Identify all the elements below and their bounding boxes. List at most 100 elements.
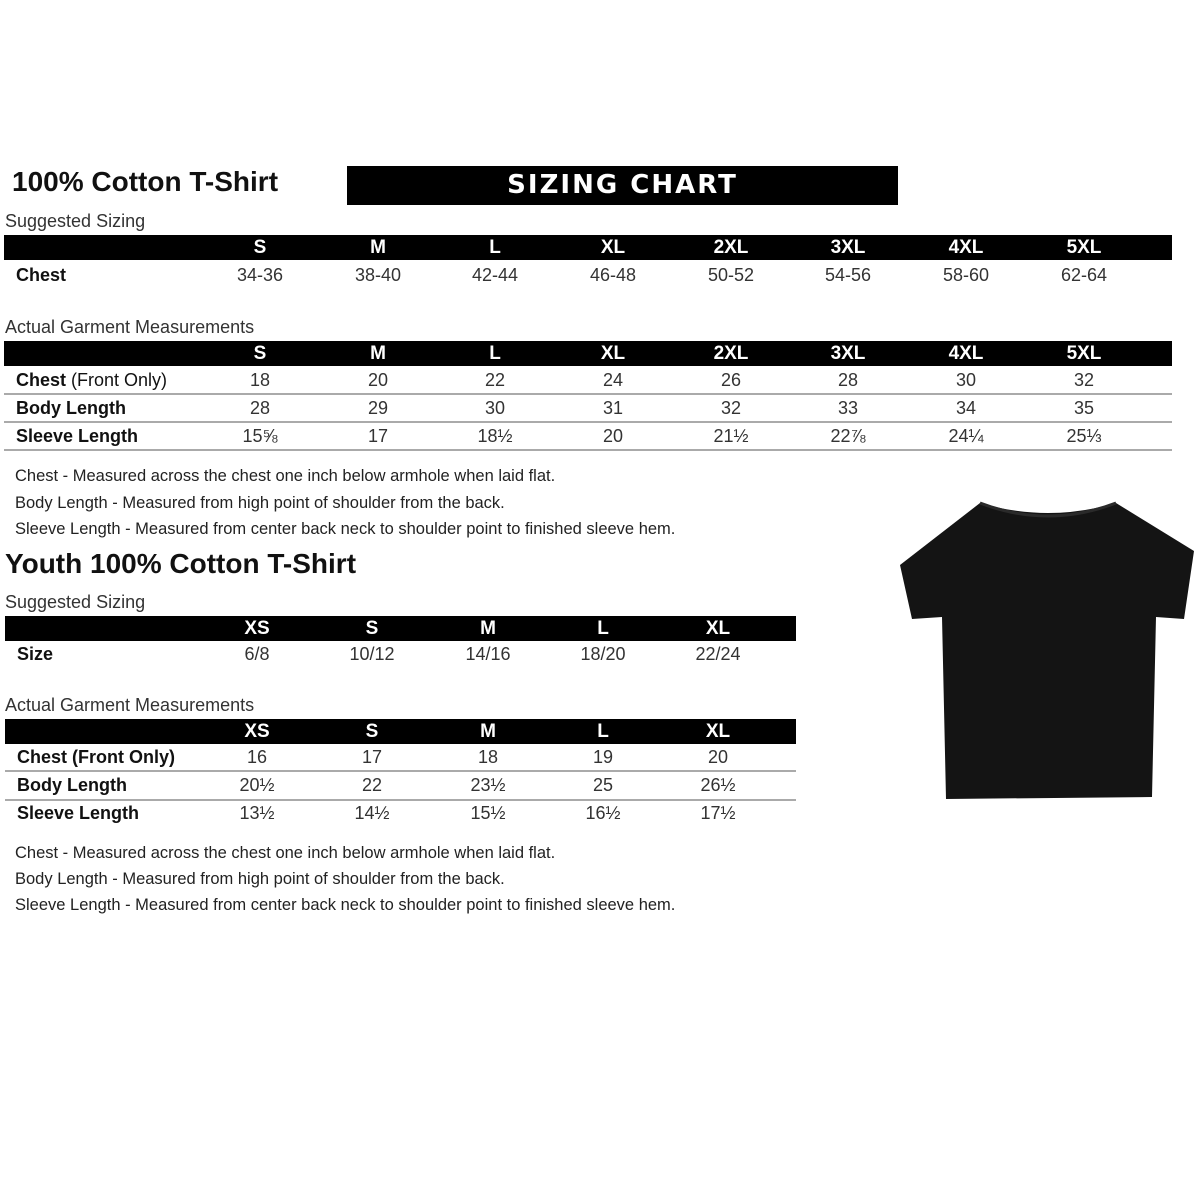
adult-title: 100% Cotton T-Shirt bbox=[12, 166, 279, 197]
table-cell: 58-60 bbox=[942, 265, 990, 285]
table-cell: 32 bbox=[1073, 370, 1095, 390]
youth-suggested-label: Suggested Sizing bbox=[5, 592, 146, 612]
row-label-text: Body Length bbox=[16, 398, 126, 418]
youth-actual-label: Actual Garment Measurements bbox=[5, 695, 255, 715]
adult-measurement-note: Chest - Measured across the chest one in… bbox=[15, 467, 556, 485]
table-cell: 14½ bbox=[354, 803, 390, 823]
table-cell: 22 bbox=[361, 775, 383, 795]
table-cell: 25⅓ bbox=[1066, 426, 1102, 446]
table-cell: 16½ bbox=[585, 803, 621, 823]
size-column-header: 4XL bbox=[948, 237, 984, 258]
youth-measurement-note: Sleeve Length - Measured from center bac… bbox=[15, 896, 676, 914]
table-cell: 20 bbox=[707, 747, 729, 767]
table-cell: 18 bbox=[477, 747, 499, 767]
adult-suggested-header-bar: S M L XL 2XL 3XL 4XL 5XL bbox=[4, 235, 1172, 260]
size-column-header: 2XL bbox=[713, 237, 749, 258]
table-cell: 24¼ bbox=[948, 426, 984, 446]
table-cell: 33 bbox=[837, 398, 859, 418]
table-cell: 15⅝ bbox=[242, 426, 278, 446]
size-column-header: XL bbox=[705, 618, 731, 639]
size-column-header: S bbox=[365, 721, 379, 742]
table-cell: 42-44 bbox=[471, 265, 519, 285]
row-label-text: Body Length bbox=[17, 775, 127, 795]
size-column-header: 5XL bbox=[1066, 237, 1102, 258]
table-cell: 38-40 bbox=[354, 265, 402, 285]
row-label: Size bbox=[17, 640, 53, 668]
table-cell: 28 bbox=[249, 398, 271, 418]
size-column-header: M bbox=[480, 721, 496, 742]
table-cell: 34-36 bbox=[236, 265, 284, 285]
row-label: Body Length bbox=[17, 771, 127, 799]
table-cell: 17½ bbox=[700, 803, 736, 823]
table-row: Size 6/8 10/12 14/16 18/20 22/24 bbox=[5, 640, 796, 668]
size-column-header: L bbox=[597, 618, 609, 639]
table-cell: 19 bbox=[592, 747, 614, 767]
table-cell: 13½ bbox=[239, 803, 275, 823]
table-cell: 18 bbox=[249, 370, 271, 390]
row-divider bbox=[4, 449, 1172, 451]
table-cell: 17 bbox=[367, 426, 389, 446]
table-cell: 16 bbox=[246, 747, 268, 767]
size-column-header: 3XL bbox=[830, 237, 866, 258]
size-column-header: S bbox=[365, 618, 379, 639]
row-label-text: Size bbox=[17, 644, 54, 664]
size-column-header: M bbox=[370, 237, 386, 258]
table-cell: 20½ bbox=[239, 775, 275, 795]
sizing-chart-banner: SIZING CHART bbox=[347, 166, 898, 205]
table-cell: 31 bbox=[602, 398, 624, 418]
table-row: Body Length 20½ 22 23½ 25 26½ bbox=[5, 771, 796, 799]
row-label-text: Chest bbox=[16, 370, 67, 390]
table-row: Body Length 28 29 30 31 32 33 34 35 bbox=[4, 394, 1172, 422]
size-column-header: XL bbox=[705, 721, 731, 742]
table-cell: 28 bbox=[837, 370, 859, 390]
table-cell: 50-52 bbox=[707, 265, 755, 285]
youth-title: Youth 100% Cotton T-Shirt bbox=[5, 548, 357, 579]
size-column-header: XS bbox=[244, 721, 270, 742]
row-divider bbox=[5, 799, 796, 801]
size-column-header: M bbox=[370, 343, 386, 364]
size-column-header: 5XL bbox=[1066, 343, 1102, 364]
adult-measurement-note: Sleeve Length - Measured from center bac… bbox=[15, 520, 676, 538]
row-label: Sleeve Length bbox=[17, 799, 139, 827]
table-cell: 34 bbox=[955, 398, 977, 418]
table-cell: 20 bbox=[602, 426, 624, 446]
row-label-text: Chest bbox=[16, 265, 67, 285]
table-cell: 23½ bbox=[470, 775, 506, 795]
youth-suggested-header-bar: XS S M L XL bbox=[5, 616, 796, 641]
table-cell: 62-64 bbox=[1060, 265, 1108, 285]
table-cell: 26 bbox=[720, 370, 742, 390]
size-column-header: XS bbox=[244, 618, 270, 639]
row-label: Body Length bbox=[16, 394, 126, 422]
row-divider bbox=[4, 393, 1172, 395]
adult-suggested-label: Suggested Sizing bbox=[5, 211, 146, 231]
size-column-header: L bbox=[489, 343, 501, 364]
table-cell: 22 bbox=[484, 370, 506, 390]
table-row: Chest (Front Only) 16 17 18 19 20 bbox=[5, 743, 796, 771]
table-cell: 29 bbox=[367, 398, 389, 418]
size-column-header: L bbox=[489, 237, 501, 258]
table-cell: 10/12 bbox=[349, 644, 395, 664]
row-label: Sleeve Length bbox=[16, 422, 138, 450]
table-cell: 32 bbox=[720, 398, 742, 418]
adult-actual-label: Actual Garment Measurements bbox=[5, 317, 255, 337]
size-column-header: S bbox=[253, 237, 267, 258]
youth-measurement-note: Body Length - Measured from high point o… bbox=[15, 870, 505, 888]
table-cell: 17 bbox=[361, 747, 383, 767]
table-row: Sleeve Length 15⅝ 17 18½ 20 21½ 22⅞ 24¼ 25⅓ bbox=[4, 422, 1172, 450]
table-cell: 22⅞ bbox=[830, 426, 866, 446]
table-cell: 46-48 bbox=[589, 265, 637, 285]
size-column-header: M bbox=[480, 618, 496, 639]
table-cell: 14/16 bbox=[465, 644, 511, 664]
table-row: Chest (Front Only) 18 20 22 24 26 28 30 32 bbox=[4, 366, 1172, 394]
table-row: Sleeve Length 13½ 14½ 15½ 16½ 17½ bbox=[5, 799, 796, 827]
row-label-suffix: (Front Only) bbox=[66, 370, 168, 390]
adult-actual-header-bar: S M L XL 2XL 3XL 4XL 5XL bbox=[4, 341, 1172, 366]
row-label: Chest (Front Only) bbox=[16, 366, 167, 394]
size-column-header: 2XL bbox=[713, 343, 749, 364]
row-label: Chest bbox=[16, 261, 66, 289]
table-cell: 15½ bbox=[470, 803, 506, 823]
row-divider bbox=[5, 770, 796, 772]
table-cell: 21½ bbox=[713, 426, 749, 446]
table-cell: 18/20 bbox=[580, 644, 626, 664]
